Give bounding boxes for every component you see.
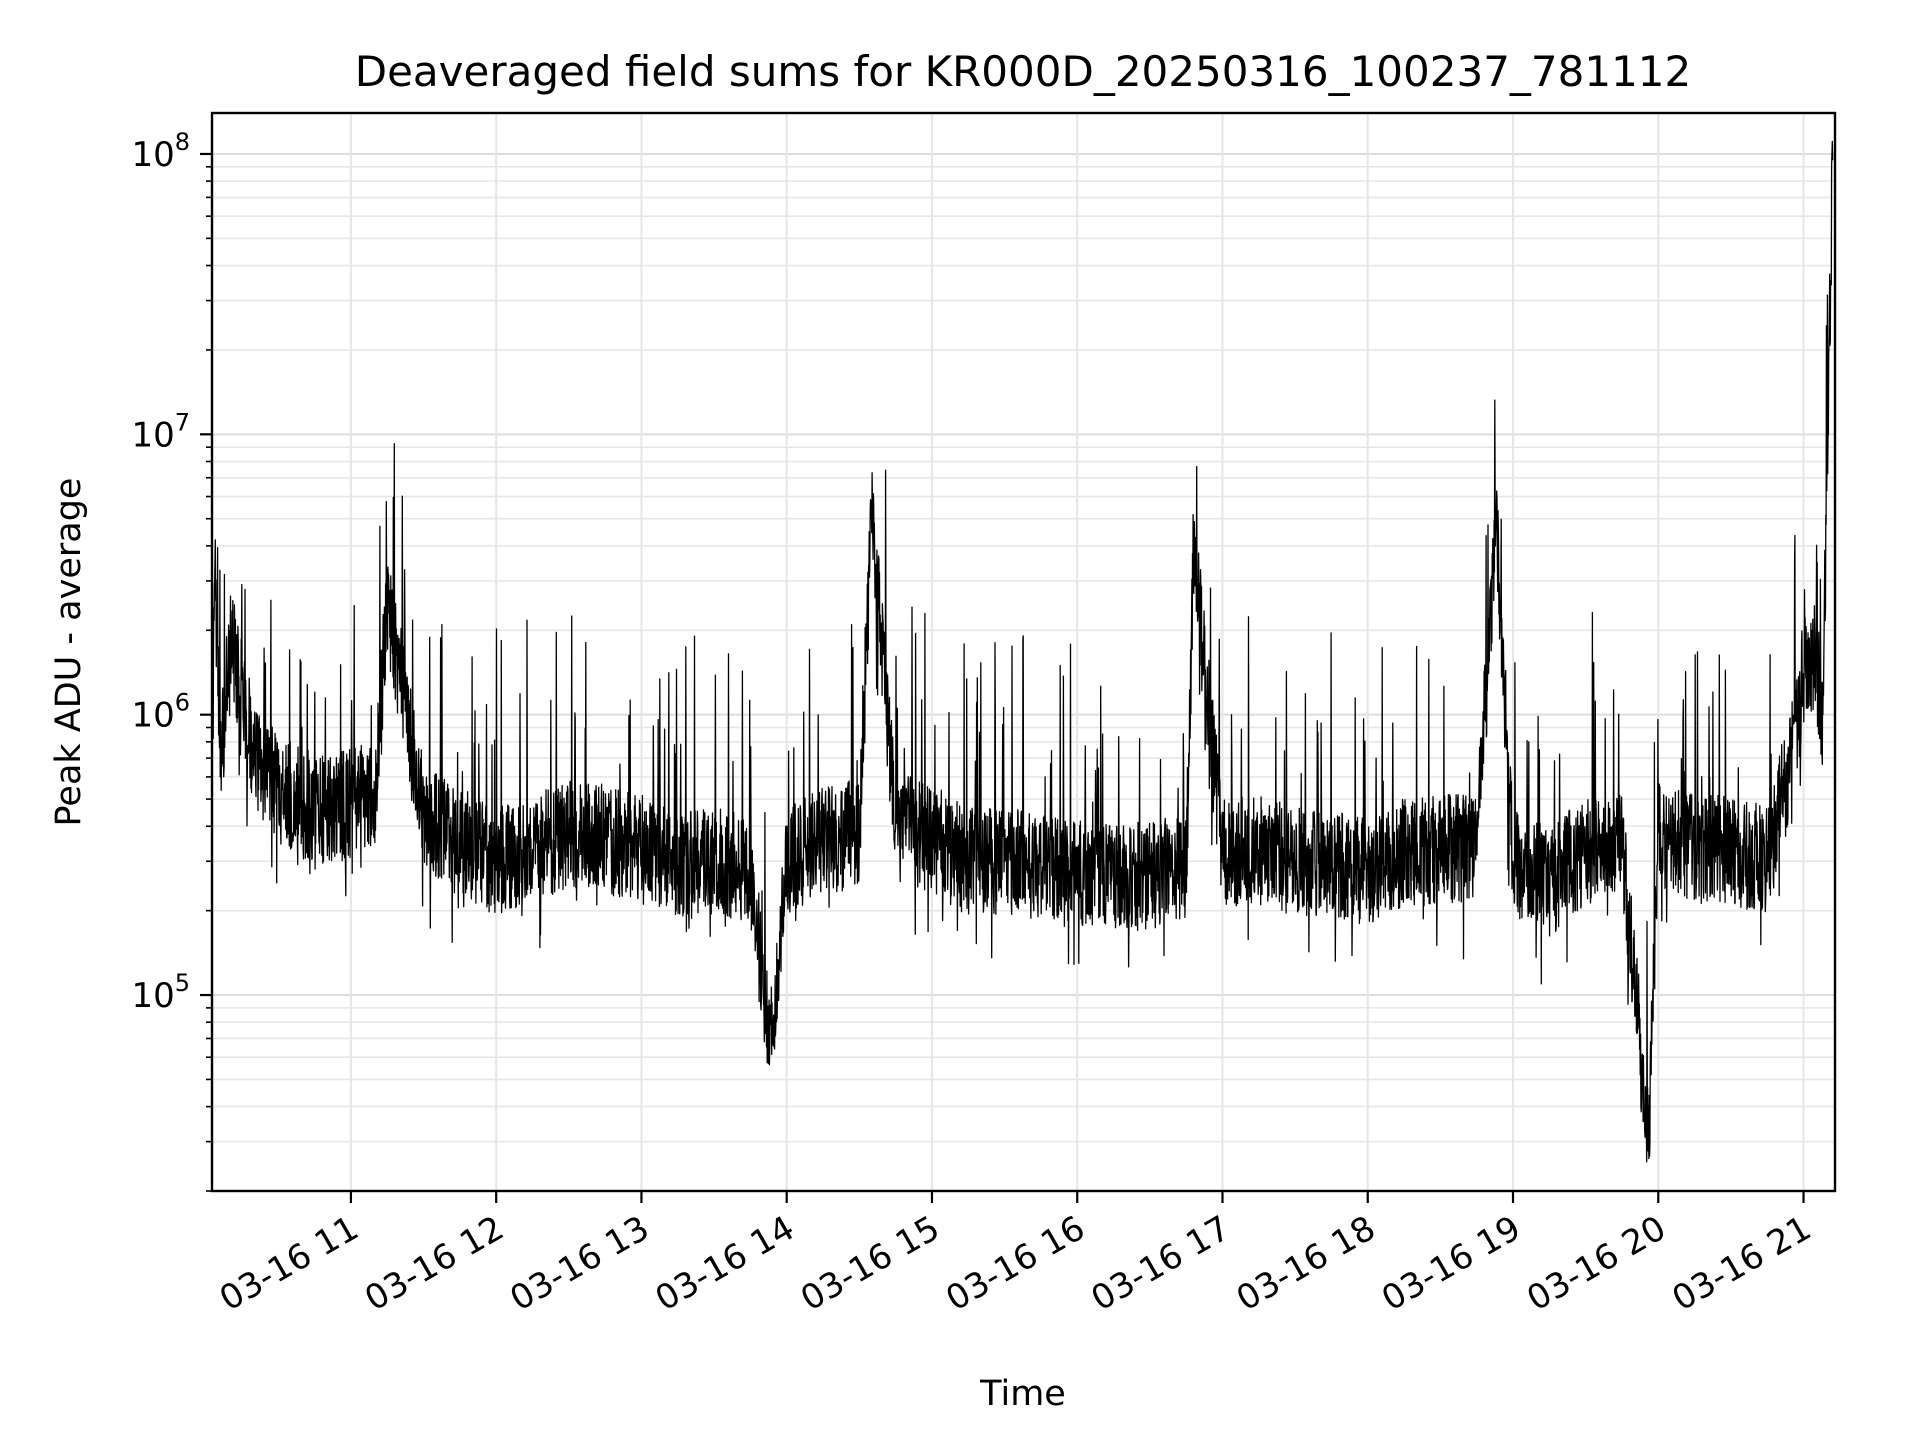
series-line (212, 140, 1834, 1163)
y-axis-label: Peak ADU - average (49, 478, 89, 827)
x-axis-label: Time (979, 1374, 1066, 1414)
y-tick-label: 105 (131, 969, 190, 1016)
y-tick-label: 107 (131, 408, 190, 455)
chart-title: Deaveraged field sums for KR000D_2025031… (355, 47, 1692, 96)
y-tick-label: 106 (131, 689, 190, 736)
data-series (212, 140, 1834, 1163)
y-tick-label: 108 (131, 128, 190, 175)
plot-frame (210, 111, 1837, 1193)
